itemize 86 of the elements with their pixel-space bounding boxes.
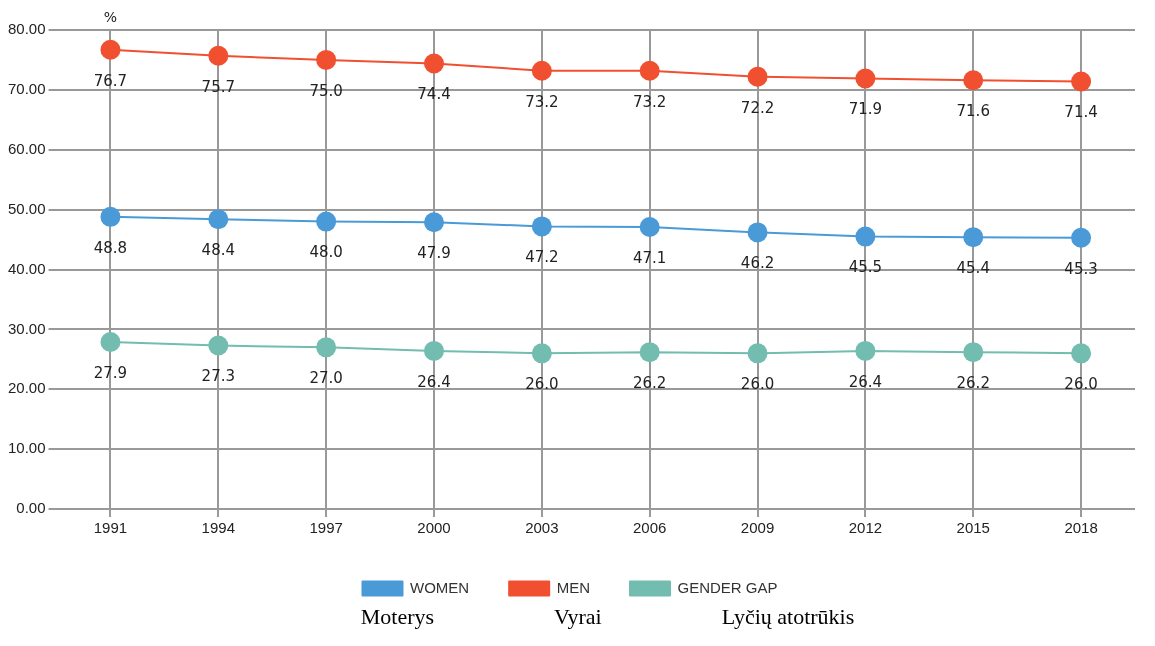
data-label: 26.4: [848, 372, 883, 391]
y-tick-label: 30.00: [7, 319, 46, 337]
point: [100, 331, 121, 352]
data-label: 71.4: [1064, 103, 1098, 122]
data-label: 45.4: [956, 259, 990, 278]
point: [855, 226, 876, 247]
point: [316, 49, 337, 70]
y-tick-label: 60.00: [7, 139, 46, 157]
point: [1071, 343, 1092, 364]
y-tick-label: 40.00: [7, 259, 46, 277]
data-label: 75.7: [201, 77, 236, 96]
data-label: 47.9: [417, 244, 451, 263]
x-tick-label: 2012: [848, 519, 883, 537]
data-label: 48.0: [309, 243, 343, 262]
x-tick-label: 2003: [525, 519, 559, 537]
point: [424, 340, 444, 361]
data-label: 72.2: [740, 98, 775, 117]
data-label: 26.4: [417, 372, 451, 391]
data-label: 48.4: [201, 241, 236, 260]
data-label: 27.3: [201, 367, 236, 386]
legend-label: MEN: [556, 578, 590, 596]
point: [963, 70, 984, 91]
y-tick-label: 70.00: [7, 80, 46, 98]
point: [1071, 71, 1092, 92]
point: [855, 340, 876, 361]
point: [963, 342, 984, 363]
data-label: 73.2: [632, 92, 667, 111]
x-tick-label: 1991: [93, 519, 128, 537]
legend-label: WOMEN: [410, 578, 470, 596]
data-label: 73.2: [525, 92, 559, 111]
x-tick-label: 2009: [740, 519, 775, 537]
y-axis-title: %: [103, 8, 118, 25]
data-label: 27.9: [93, 363, 128, 382]
x-tick-label: 2000: [417, 519, 451, 537]
point: [424, 53, 444, 74]
point: [855, 68, 876, 89]
x-tick-label: 2006: [633, 519, 667, 537]
x-tick-label: 2018: [1064, 519, 1098, 537]
point: [639, 60, 660, 81]
point: [100, 206, 121, 227]
point: [208, 209, 229, 230]
x-tick-label: 2015: [956, 519, 990, 537]
x-tick-label: 1994: [201, 519, 235, 537]
data-label: 71.9: [848, 100, 883, 119]
point: [424, 212, 444, 233]
point: [208, 335, 229, 356]
data-label: 26.2: [632, 374, 667, 393]
data-label: 71.6: [956, 102, 990, 121]
legend-label: GENDER GAP: [677, 578, 778, 596]
point: [316, 211, 337, 232]
data-label: 76.7: [93, 71, 128, 90]
point: [1071, 227, 1092, 248]
data-label: 26.2: [956, 374, 990, 393]
data-label: 45.5: [848, 258, 883, 277]
point: [208, 45, 229, 66]
data-label: 26.0: [1064, 375, 1098, 394]
text: Vyrai: [554, 604, 602, 630]
text: Moterys: [360, 604, 435, 630]
y-tick-label: 0.00: [16, 499, 46, 517]
point: [316, 337, 337, 358]
y-tick-label: 20.00: [7, 379, 46, 397]
data-label: 47.1: [632, 248, 667, 267]
point: [639, 342, 660, 363]
point: [531, 216, 552, 237]
point: [531, 343, 552, 364]
point: [639, 216, 660, 237]
data-label: 27.0: [309, 369, 343, 388]
data-label: 45.3: [1064, 259, 1098, 278]
data-label: 26.0: [740, 375, 775, 394]
x-tick-label: 1997: [309, 519, 343, 537]
data-label: 48.8: [93, 238, 128, 257]
data-label: 46.2: [740, 254, 775, 273]
point: [747, 343, 768, 364]
data-label: 75.0: [309, 81, 343, 100]
point: [963, 227, 984, 248]
point: [747, 66, 768, 87]
data-label: 74.4: [417, 85, 451, 104]
y-tick-label: 80.00: [7, 20, 46, 38]
point: [531, 60, 552, 81]
y-tick-label: 50.00: [7, 199, 46, 217]
data-label: 26.0: [525, 375, 559, 394]
point: [747, 222, 768, 243]
data-label: 47.2: [525, 248, 559, 267]
text: Lyčių atotrūkis: [721, 604, 855, 630]
point: [100, 39, 121, 60]
y-tick-label: 10.00: [7, 439, 46, 457]
